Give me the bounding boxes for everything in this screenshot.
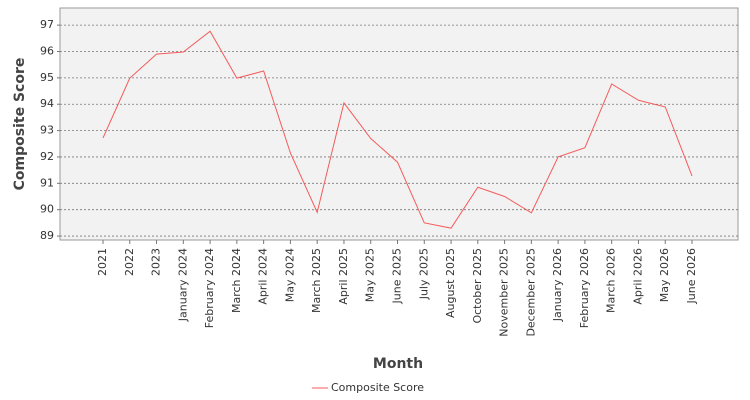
x-tick-label: 2023	[150, 248, 163, 276]
x-tick-label: 2021	[96, 248, 109, 276]
x-tick-label: January 2024	[176, 248, 189, 322]
y-axis-title: Composite Score	[12, 58, 28, 191]
y-tick-label: 96	[40, 45, 54, 58]
x-tick-label: July 2025	[417, 248, 430, 300]
x-tick-label: May 2025	[364, 248, 377, 302]
x-tick-label: January 2026	[551, 248, 564, 322]
x-tick-label: 2022	[123, 248, 136, 276]
y-tick-label: 93	[40, 124, 54, 137]
y-tick-label: 95	[40, 71, 54, 84]
x-tick-label: June 2026	[685, 248, 698, 304]
y-tick-label: 94	[40, 97, 54, 110]
x-tick-label: August 2025	[444, 248, 457, 318]
x-tick-label: May 2026	[658, 248, 671, 302]
x-tick-label: March 2025	[310, 248, 323, 313]
x-tick-label: April 2026	[631, 248, 644, 305]
y-tick-label: 97	[40, 18, 54, 31]
x-tick-label: October 2025	[471, 248, 484, 324]
y-tick-label: 89	[40, 229, 54, 242]
plot-area	[59, 7, 739, 241]
x-tick-label: March 2026	[605, 248, 618, 313]
x-tick-label: April 2024	[257, 248, 270, 305]
x-tick-label: December 2025	[524, 248, 537, 337]
x-tick-label: March 2024	[230, 248, 243, 313]
line-series	[102, 30, 693, 229]
x-tick-label: February 2026	[578, 248, 591, 328]
legend-label: Composite Score	[331, 381, 424, 394]
x-tick-label: November 2025	[498, 248, 511, 337]
x-axis-title: Month	[373, 356, 423, 372]
y-tick-label: 91	[40, 176, 54, 189]
x-tick-label: June 2025	[391, 248, 404, 304]
x-tick-label: April 2025	[337, 248, 350, 305]
y-tick-label: 92	[40, 150, 54, 163]
x-tick-label: May 2024	[283, 248, 296, 302]
y-tick-label: 90	[40, 203, 54, 216]
x-tick-label: February 2024	[203, 248, 216, 328]
